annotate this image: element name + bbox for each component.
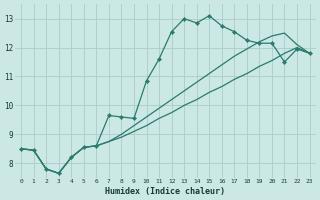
X-axis label: Humidex (Indice chaleur): Humidex (Indice chaleur) bbox=[105, 187, 225, 196]
